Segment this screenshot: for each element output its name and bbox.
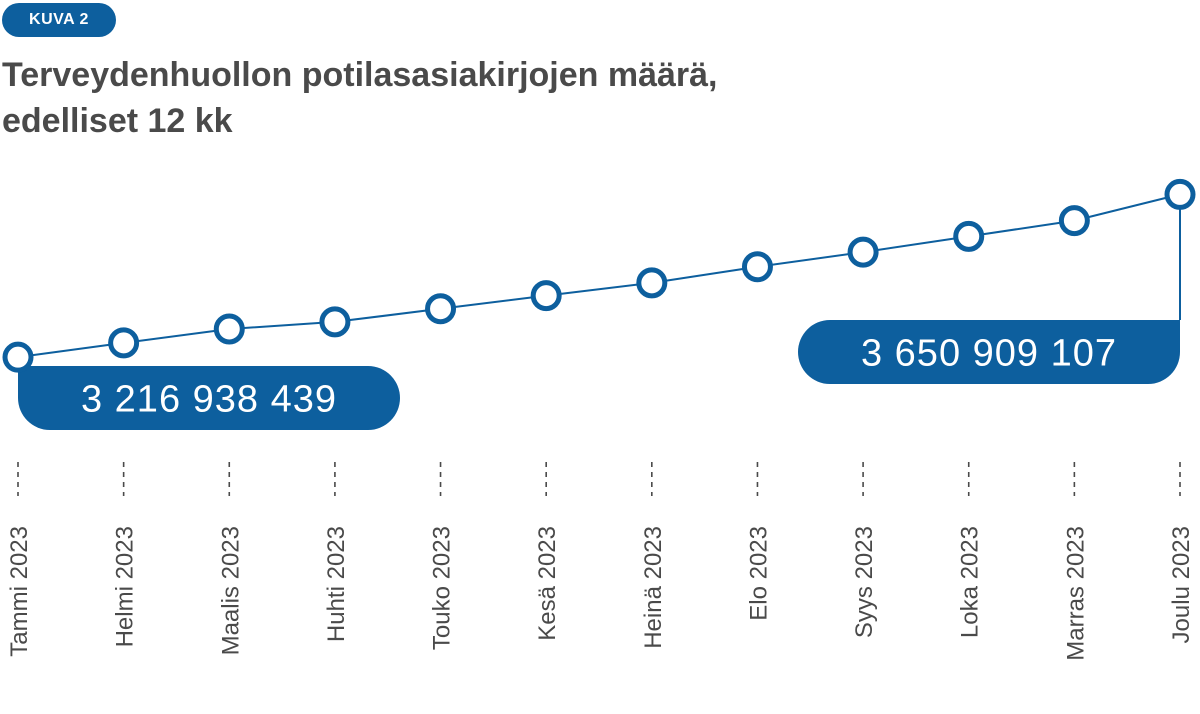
x-tick-label-9: Loka 2023: [957, 526, 984, 638]
x-tick-label-8: Syys 2023: [851, 526, 878, 638]
x-tick-label-7: Elo 2023: [745, 526, 772, 621]
data-point-11: [1164, 178, 1196, 210]
x-tick-label-5: Kesä 2023: [534, 526, 561, 641]
data-point-8: [847, 236, 879, 268]
data-point-0: [2, 341, 34, 373]
x-tick-label-2: Maalis 2023: [217, 526, 244, 655]
data-point-9: [953, 220, 985, 252]
figure-badge: KUVA 2: [2, 3, 116, 37]
callout-box-1: [798, 320, 1180, 384]
data-label-0: 3 216 938 439: [81, 379, 337, 421]
x-tick-label-3: Huhti 2023: [323, 526, 350, 642]
data-point-10: [1058, 205, 1090, 237]
chart-title: Terveydenhuollon potilasasiakirjojen mää…: [2, 52, 902, 144]
data-point-7: [741, 251, 773, 283]
data-point-2: [213, 313, 245, 345]
data-point-6: [636, 267, 668, 299]
x-tick-label-11: Joulu 2023: [1168, 526, 1195, 643]
data-label-11: 3 650 909 107: [861, 333, 1117, 375]
series-line: [17, 193, 1181, 359]
x-tick-label-0: Tammi 2023: [6, 526, 33, 657]
x-tick-label-10: Marras 2023: [1062, 526, 1089, 661]
callout-box-0: [18, 366, 400, 430]
chart-title-line-1: Terveydenhuollon potilasasiakirjojen mää…: [2, 56, 718, 94]
x-tick-label-6: Heinä 2023: [640, 526, 667, 649]
data-point-3: [319, 306, 351, 338]
x-tick-label-1: Helmi 2023: [112, 526, 139, 647]
data-point-4: [425, 293, 457, 325]
chart-title-line-2: edelliset 12 kk: [2, 102, 233, 140]
x-tick-label-4: Touko 2023: [429, 526, 456, 650]
data-point-5: [530, 280, 562, 312]
data-point-1: [108, 327, 140, 359]
